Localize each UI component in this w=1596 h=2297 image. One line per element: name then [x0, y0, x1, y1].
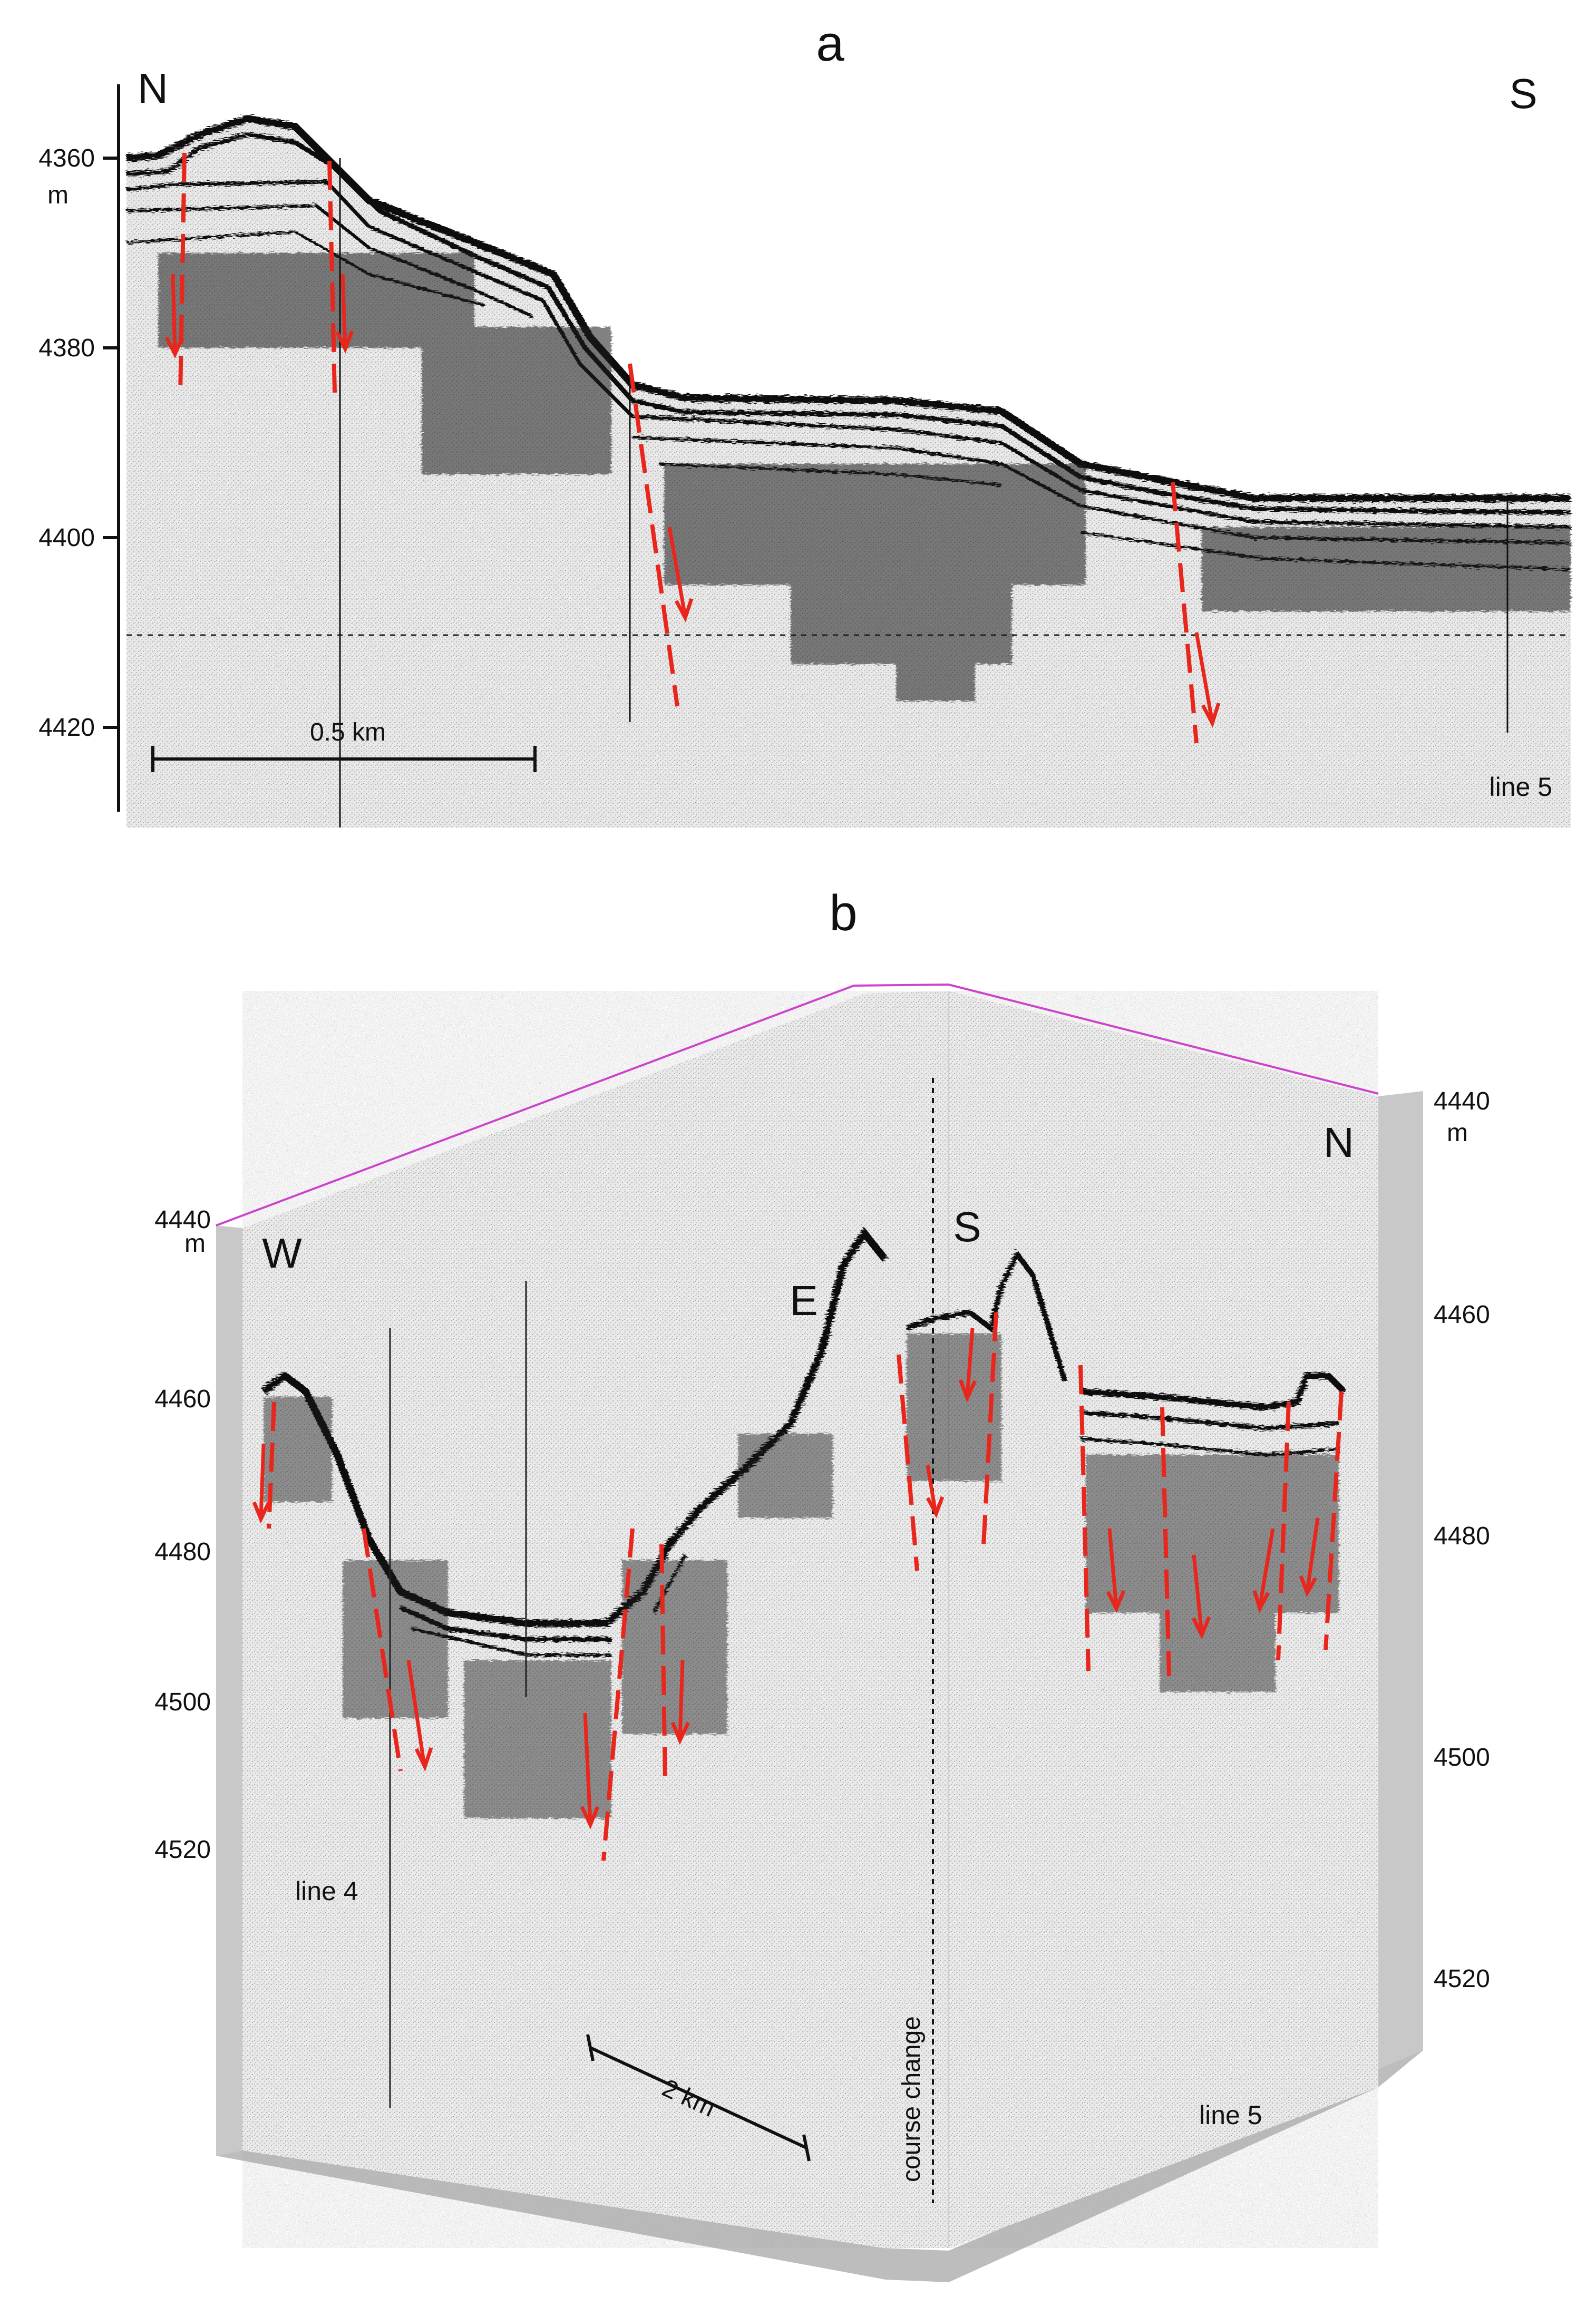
- panel-b-right-unit: m: [1447, 1119, 1468, 1147]
- panel-b-direction-west: W: [262, 1230, 302, 1277]
- panel-a-arrow-2: [335, 274, 354, 354]
- panel-b-line4-subbottom: [264, 1397, 833, 1818]
- panel-b-right-side: [1378, 1091, 1423, 2087]
- panel-a-direction-north: N: [138, 65, 168, 112]
- panel-a-arrow-3: [667, 527, 694, 622]
- panel-a-depth-axis: [103, 84, 120, 812]
- panel-b-scale-bar: [586, 2034, 811, 2162]
- panel-b-arrow-6: [958, 1328, 977, 1403]
- panel-a-water-column: [126, 84, 1571, 498]
- panel-a-fault-3: [628, 363, 679, 707]
- panel-a: a: [38, 15, 1571, 828]
- panel-b-arrow-5: [926, 1465, 945, 1519]
- panel-b-fault-5: [897, 1354, 919, 1571]
- panel-b-right-tick-4520: 4520: [1434, 1965, 1490, 1993]
- panel-b-arrow-3: [580, 1712, 600, 1829]
- panel-b-fault-arrows: [252, 1328, 1320, 1829]
- panel-b-arrow-2: [406, 1660, 433, 1772]
- panel-b-direction-north: N: [1323, 1119, 1354, 1166]
- panel-b-left-side: [216, 1225, 242, 2156]
- panel-b-fault-8: [1160, 1407, 1171, 1677]
- panel-a-direction-south: S: [1509, 70, 1537, 117]
- panel-a-tick-4380: 4380: [38, 334, 95, 362]
- panel-b-arrow-7: [1106, 1528, 1126, 1613]
- panel-a-tick-4360: 4360: [38, 144, 95, 172]
- panel-b-fault-3: [601, 1528, 635, 1861]
- panel-b-right-tick-4440: 4440: [1434, 1087, 1490, 1115]
- panel-b: b: [154, 885, 1490, 2282]
- panel-b-left-tick-4520: 4520: [154, 1836, 211, 1864]
- panel-b-right-tick-4500: 4500: [1434, 1744, 1490, 1772]
- panel-b-top-edge: [216, 983, 1379, 1227]
- panel-b-fault-9: [1276, 1401, 1291, 1661]
- panel-b-left-tick-4500: 4500: [154, 1688, 211, 1716]
- panel-a-scale-bar: [151, 746, 537, 772]
- panel-b-arrow-9: [1252, 1528, 1275, 1614]
- panel-a-tick-4400: 4400: [38, 524, 95, 552]
- panel-a-letter: a: [816, 15, 844, 72]
- panel-b-course-change-label: course change: [898, 2016, 926, 2182]
- panel-b-arrow-8: [1191, 1554, 1211, 1640]
- panel-b-line5-subbottom: [907, 1334, 1339, 1692]
- panel-b-line4-label: line 4: [295, 1876, 358, 1906]
- panel-b-faults: [267, 1312, 1344, 1861]
- panel-b-fault-7: [1078, 1365, 1091, 1671]
- panel-b-line5-reflectors: [906, 1249, 1347, 1457]
- panel-b-left-unit: m: [184, 1230, 206, 1258]
- panel-b-left-tick-4460: 4460: [154, 1385, 211, 1413]
- panel-a-arrow-4: [1194, 632, 1221, 728]
- panel-a-tick-4420: 4420: [38, 714, 95, 742]
- panel-b-fault-1: [267, 1401, 276, 1529]
- panel-b-line5-label: line 5: [1199, 2100, 1262, 2130]
- panel-b-right-tick-4460: 4460: [1434, 1301, 1490, 1329]
- panel-a-scale-label: 0.5 km: [310, 718, 386, 746]
- panel-b-direction-east: E: [790, 1277, 818, 1324]
- panel-b-arrow-4: [670, 1660, 690, 1745]
- panel-b-left-tick-4440: 4440: [154, 1206, 211, 1234]
- panel-a-line-label: line 5: [1489, 772, 1552, 802]
- panel-a-fault-4: [1171, 482, 1199, 744]
- panel-b-direction-south: S: [953, 1203, 981, 1250]
- panel-b-bottom: [216, 2050, 1423, 2282]
- panel-b-left-tick-4480: 4480: [154, 1538, 211, 1566]
- panel-b-arrow-1: [252, 1444, 271, 1524]
- panel-b-fault-10: [1323, 1391, 1344, 1650]
- panel-b-arrow-10: [1299, 1517, 1320, 1598]
- panel-a-depth-unit: m: [47, 181, 69, 209]
- panel-b-right-tick-4480: 4480: [1434, 1522, 1490, 1550]
- panel-a-fault-arrows: [164, 274, 1221, 728]
- panel-a-subbottom: [158, 253, 1571, 701]
- panel-a-arrow-1: [164, 274, 184, 359]
- panel-b-letter: b: [829, 885, 857, 941]
- panel-a-faults: [178, 152, 1199, 744]
- panel-b-fault-2: [362, 1528, 403, 1772]
